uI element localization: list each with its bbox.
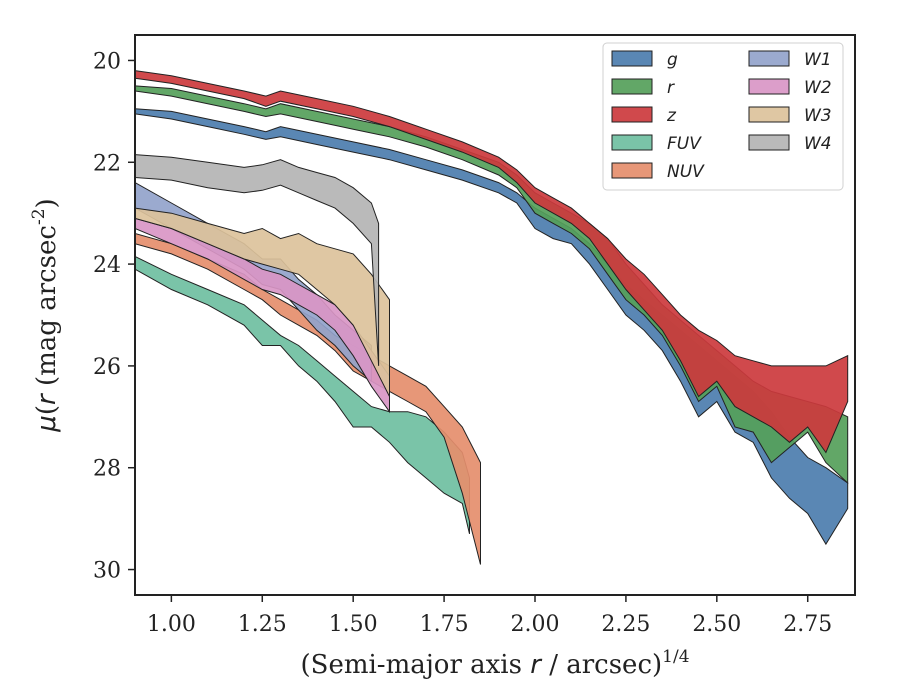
legend-swatch-w4 [748,134,790,151]
y-tick-label: 28 [93,457,121,482]
legend-swatch-g [611,50,653,67]
legend-label-r: r [667,78,675,98]
y-tick-label: 24 [93,253,121,278]
x-tick-label: 2.25 [601,612,650,637]
axes-frame [134,34,856,596]
legend: grz FUV NUV W1 W2 W3 W4 [602,42,844,191]
band-z [135,70,849,454]
legend-label-fuv: FUV [667,134,702,154]
legend-label-w1: W1 [804,50,832,70]
y-tick-label: 20 [93,49,121,74]
legend-label-w3: W3 [804,106,832,126]
x-tick-label: 2.50 [692,612,741,637]
x-tick-label: 2.75 [783,612,832,637]
legend-swatch-w1 [748,50,790,67]
legend-swatch-z [611,106,653,123]
x-axis-ticks: 1.00 1.25 1.50 1.75 2.00 2.25 2.50 2.75 [147,595,832,637]
band-w4 [135,154,380,366]
x-tick-label: 2.00 [511,612,560,637]
y-axis-ticks: 20 22 24 26 28 30 [93,49,135,584]
legend-label-w2: W2 [804,78,832,98]
legend-swatch-nuv [611,162,653,179]
legend-swatch-fuv [611,134,653,151]
band-g [135,108,849,546]
profile-bands [135,70,849,565]
y-tick-label: 22 [93,151,121,176]
band-fuv [135,255,470,535]
legend-label-w4: W4 [804,134,832,154]
legend-label-nuv: NUV [667,162,705,182]
x-tick-label: 1.50 [329,612,378,637]
band-w3 [135,207,390,397]
band-nuv [135,232,481,565]
x-tick-label: 1.25 [238,612,287,637]
y-axis-label: μ(r (mag arcsec-2) [29,198,62,432]
x-axis-label: (Semi-major axis r / arcsec)1/4 [300,647,689,680]
y-tick-label: 30 [93,559,121,584]
legend-label-g: g [667,50,678,70]
legend-swatch-w2 [748,78,790,95]
band-w2 [135,217,390,414]
legend-label-z: z [666,106,677,126]
x-tick-label: 1.75 [420,612,469,637]
x-tick-label: 1.00 [147,612,196,637]
legend-swatch-r [611,78,653,95]
legend-swatch-w3 [748,106,790,123]
y-tick-label: 26 [93,355,121,380]
